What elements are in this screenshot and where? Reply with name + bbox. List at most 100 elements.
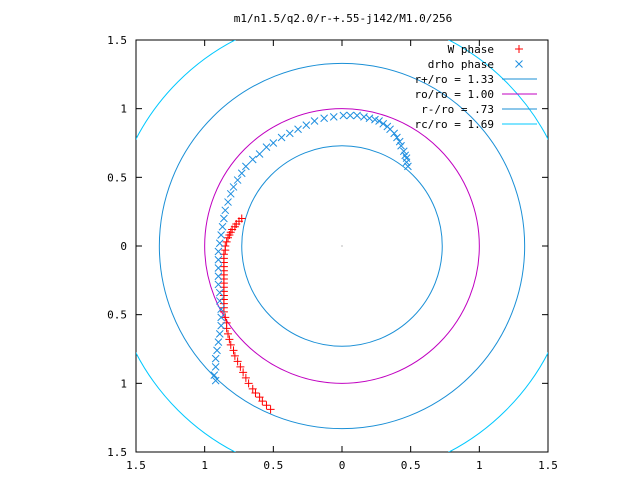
plus-point xyxy=(222,237,231,246)
axis-ticks: 1.5 1 0.5 0 0.5 1 1.51.510.500.511.5 xyxy=(107,34,558,472)
cross-point xyxy=(213,346,221,355)
plus-point xyxy=(230,351,239,360)
cross-point xyxy=(217,305,226,314)
cross-point xyxy=(310,117,319,125)
plus-point xyxy=(221,313,230,322)
cross-point xyxy=(404,162,412,171)
cross-point xyxy=(221,206,230,215)
y-tick-label: 0 xyxy=(120,240,127,253)
legend: W phase drho phase r+/ro = 1.33 ro/ro = 1.0… xyxy=(415,43,537,131)
cross-point xyxy=(346,111,355,120)
cross-point xyxy=(214,247,223,256)
legend-label: r+/ro = 1.33 xyxy=(415,73,494,86)
cross-point xyxy=(233,176,242,184)
legend-label: drho phase xyxy=(428,58,494,71)
plus-point xyxy=(225,335,234,344)
plus-point xyxy=(251,388,260,397)
plus-point xyxy=(224,233,233,242)
origin-dot xyxy=(341,245,343,247)
cross-point xyxy=(277,133,286,142)
cross-point xyxy=(218,222,227,231)
cross-point xyxy=(320,114,329,123)
x-tick-label: 1.5 xyxy=(538,459,558,472)
cross-point xyxy=(395,137,404,146)
plus-point xyxy=(248,384,257,393)
cross-point xyxy=(237,169,246,178)
cross-point xyxy=(269,139,278,147)
cross-point xyxy=(214,280,223,289)
cross-point xyxy=(402,154,411,162)
legend-label: r-/ro = .73 xyxy=(421,103,494,116)
x-tick-label: 0 xyxy=(339,459,346,472)
plus-point xyxy=(224,329,233,338)
cross-point xyxy=(329,113,338,121)
cross-point xyxy=(360,113,368,121)
legend-swatch xyxy=(515,60,523,68)
cross-point xyxy=(214,264,223,272)
cross-point xyxy=(302,121,311,130)
plus-point xyxy=(258,397,267,406)
cross-point xyxy=(210,371,219,379)
cross-point xyxy=(215,288,224,297)
cross-point xyxy=(217,231,226,239)
cross-point xyxy=(285,129,294,138)
cross-point xyxy=(262,143,271,151)
cross-point xyxy=(383,122,392,131)
cross-point xyxy=(401,151,410,160)
cross-point xyxy=(214,272,223,281)
y-tick-label: 0.5 xyxy=(107,171,127,184)
y-tick-label: 0.5 xyxy=(107,309,127,322)
plus-point xyxy=(266,405,275,414)
cross-point xyxy=(215,297,224,305)
cross-point xyxy=(215,330,224,338)
legend-label: rc/ro = 1.69 xyxy=(415,118,494,131)
circle-curves xyxy=(136,40,548,452)
plus-point xyxy=(226,340,235,349)
cross-point xyxy=(353,111,361,120)
cross-point xyxy=(214,338,223,346)
cross-point xyxy=(224,198,232,206)
plus-point xyxy=(262,401,271,410)
cross-point xyxy=(211,376,220,385)
y-tick-label: 1.5 xyxy=(107,446,127,459)
cross-point xyxy=(393,133,401,142)
plus-point xyxy=(244,379,253,388)
plus-point xyxy=(239,368,248,377)
y-tick-label: 1.5 xyxy=(107,34,127,47)
plus-point xyxy=(221,246,230,255)
cross-point xyxy=(339,111,348,120)
chart-title: m1/n1.5/q2.0/r-+.55-j142/M1.0/256 xyxy=(234,12,453,25)
cross-point xyxy=(365,114,374,123)
circle-ro-ro-1-00 xyxy=(204,108,480,384)
cross-point xyxy=(229,183,238,191)
y-tick-label: 1 xyxy=(120,103,127,116)
cross-point xyxy=(215,239,224,248)
legend-swatch xyxy=(515,45,523,53)
legend-label: ro/ro = 1.00 xyxy=(415,88,494,101)
y-tick-label: 1 xyxy=(120,377,127,390)
data-points xyxy=(210,111,412,414)
cross-point xyxy=(217,313,226,322)
circle-r-ro-73 xyxy=(241,145,443,347)
cross-point xyxy=(255,150,264,158)
cross-point xyxy=(214,255,223,264)
cross-point xyxy=(294,125,302,134)
circle-r-ro-1-33 xyxy=(158,62,526,430)
x-tick-label: 0.5 xyxy=(263,459,283,472)
plus-point xyxy=(241,373,250,382)
cross-point xyxy=(226,189,235,198)
x-tick-label: 1 xyxy=(476,459,483,472)
x-tick-label: 0.5 xyxy=(401,459,421,472)
cross-point xyxy=(375,117,383,125)
cross-point xyxy=(242,162,250,171)
cross-point xyxy=(220,214,228,223)
cross-point xyxy=(211,354,220,363)
plus-point xyxy=(229,346,238,355)
plus-point xyxy=(255,393,264,402)
cross-point xyxy=(248,155,257,164)
plus-point xyxy=(233,357,242,366)
legend-label: W phase xyxy=(448,43,494,56)
x-tick-label: 1.5 xyxy=(126,459,146,472)
plus-point xyxy=(236,362,245,371)
